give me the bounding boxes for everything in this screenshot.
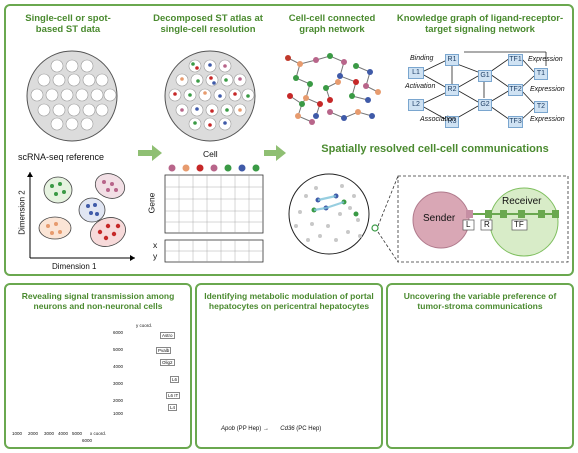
kg-node-g1: G1	[478, 70, 492, 82]
receptor-box-label: R	[484, 220, 490, 229]
kg-association-label: Association	[420, 116, 456, 123]
col1-title: Single-cell or spot-based ST data	[25, 13, 111, 35]
flow-arrow-2	[264, 145, 286, 161]
p1-ytick-2: 4000	[113, 364, 124, 369]
kg-node-tf3: TF3	[508, 116, 523, 128]
bottom-panel-3-title: Uncovering the variable preference of tu…	[403, 291, 557, 311]
kg-node-r2: R2	[445, 84, 459, 96]
col4-title: Knowledge graph of ligand-receptor-targe…	[396, 13, 564, 35]
p1-xtick-1: 2000	[28, 431, 39, 436]
p2-legend-apob: Apob	[221, 426, 236, 432]
gene-label: Gene	[146, 192, 157, 214]
p2-legend-cd36-note: (PC Hep)	[296, 426, 322, 432]
bottom-panel-2-title: Identifying metabolic modulation of port…	[204, 291, 374, 311]
scrna-label: scRNA-seq reference	[18, 152, 105, 162]
st-spot-array	[26, 50, 118, 142]
kg-node-t1: T1	[534, 68, 548, 80]
kg-expression-label-2: Expression	[530, 86, 565, 93]
p2-legend: Apob (PP Hep) → Cd36 (PC Hep)	[221, 426, 321, 432]
knowledge-graph-edges	[421, 51, 547, 121]
kg-node-tf1: TF1	[508, 54, 523, 66]
kg-node-l2: L2	[408, 99, 424, 111]
p1-xtick-2: 3000	[44, 431, 55, 436]
sender-label: Sender	[423, 213, 456, 224]
kg-binding-label: Binding	[410, 55, 434, 62]
p1-ytick-1: 5000	[113, 347, 124, 352]
kg-activation-label: Activation	[405, 83, 436, 90]
p2-legend-cd36: Cd36	[280, 426, 295, 432]
p1-ytick-3: 3000	[113, 381, 124, 386]
bottom-panel-3	[386, 283, 574, 449]
p1-celltype-olig2: Olig2	[160, 359, 175, 366]
kg-node-t2: T2	[534, 101, 548, 113]
p1-xtick-3: 4000	[58, 431, 69, 436]
p1-ytick-0: 6000	[113, 330, 124, 335]
tf-box-label: TF	[514, 220, 524, 229]
x-label: x	[153, 240, 158, 250]
bottom-panel-1-title: Revealing signal transmission among neur…	[21, 291, 175, 311]
p1-xcoord-label: x coord.	[90, 431, 107, 436]
y-label: y	[153, 251, 158, 261]
p1-ycoord-label: y coord.	[136, 323, 153, 328]
col2-title: Decomposed ST atlas at single-cell resol…	[153, 13, 263, 35]
dimension-2-label: Dimension 2	[17, 190, 27, 235]
p1-celltype-astro: Astro	[160, 332, 175, 339]
ligand-box-label: L	[466, 220, 471, 229]
kg-expression-label-1: Expression	[528, 56, 563, 63]
kg-node-tf2: TF2	[508, 84, 523, 96]
p1-ytick-5: 1000	[113, 411, 124, 416]
kg-expression-label-3: Expression	[530, 116, 565, 123]
ccc-tissue-circle	[288, 173, 379, 255]
p2-legend-arrow: →	[262, 426, 269, 432]
kg-node-r1: R1	[445, 54, 459, 66]
p1-celltype-l6: L6	[170, 376, 180, 383]
flow-arrow-1	[138, 145, 162, 161]
p1-xtick-0: 1000	[12, 431, 23, 436]
ccc-zoom-lines	[377, 175, 569, 263]
bottom-panel-2	[195, 283, 383, 449]
kg-node-r3: R3	[445, 116, 459, 128]
receiver-label: Receiver	[502, 196, 542, 207]
sender-receiver-diagram	[412, 187, 559, 257]
dimension-1-label: Dimension 1	[52, 262, 97, 271]
p1-xtick-5: 6000	[82, 438, 93, 443]
spatial-ccc-title: Spatially resolved cell-cell communicati…	[321, 143, 549, 155]
p2-legend-apob-note: (PP Hep)	[236, 426, 262, 432]
p1-ytick-4: 2000	[113, 398, 124, 403]
cell-gene-matrix	[164, 164, 264, 263]
col3-title: Cell-cell connected graph network	[288, 13, 376, 35]
cell-label: Cell	[203, 149, 218, 159]
p1-celltype-pvalb: Pvalb	[156, 347, 172, 354]
p1-celltype-l4: L4	[168, 404, 178, 411]
p1-celltype-l6it: L6 IT	[166, 392, 181, 399]
kg-node-g2: G2	[478, 99, 492, 111]
cell-graph-network	[285, 53, 381, 125]
bottom-panel-1	[4, 283, 192, 449]
decomposed-atlas	[164, 50, 256, 142]
p1-xtick-4: 5000	[72, 431, 83, 436]
kg-node-l1: L1	[408, 67, 424, 79]
umap-plot	[27, 172, 135, 261]
